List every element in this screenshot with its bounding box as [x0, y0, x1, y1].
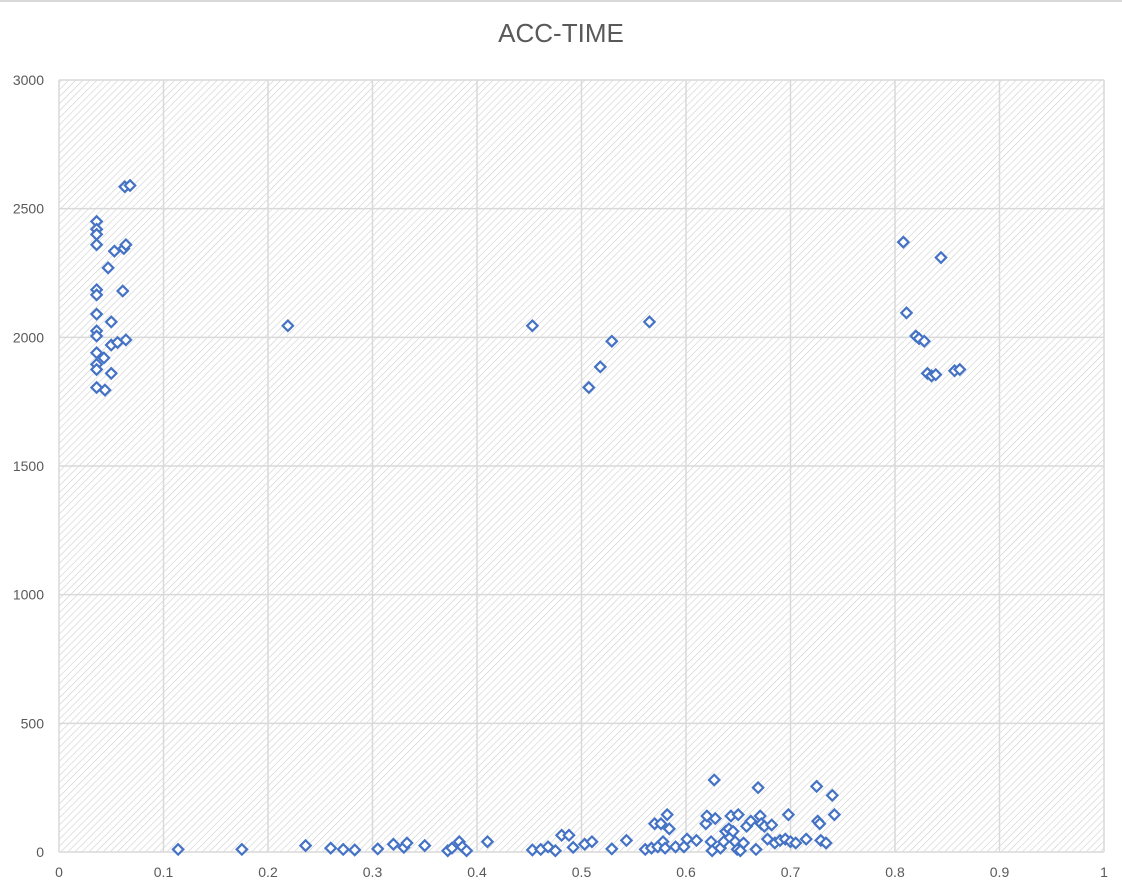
data-point	[89, 237, 104, 252]
y-tick-label: 0	[36, 844, 44, 860]
data-point	[480, 834, 495, 849]
data-point	[799, 832, 813, 846]
data-point	[98, 383, 112, 397]
x-tick-label: 0.3	[363, 864, 383, 880]
data-point	[585, 834, 599, 849]
data-point	[281, 318, 295, 333]
data-point	[336, 842, 350, 857]
data-point	[370, 842, 385, 856]
data-point	[660, 807, 674, 822]
data-point	[119, 333, 133, 347]
y-tick-label: 1500	[13, 458, 44, 474]
data-point	[788, 836, 803, 850]
data-point	[781, 807, 796, 822]
data-point	[605, 334, 619, 348]
data-point	[400, 836, 414, 850]
data-point	[928, 367, 943, 382]
data-point	[917, 334, 932, 348]
x-tick-label: 0.6	[676, 864, 696, 880]
data-point	[115, 284, 130, 298]
data-point	[97, 351, 111, 365]
x-tick-label: 0.1	[154, 864, 174, 880]
data-point	[101, 261, 115, 275]
data-point	[642, 315, 657, 329]
data-point	[566, 840, 580, 855]
x-tick-label: 0.7	[781, 864, 801, 880]
data-point	[680, 832, 694, 846]
data-point	[593, 360, 608, 374]
data-point	[716, 834, 731, 849]
data-point	[445, 841, 459, 855]
data-point	[525, 318, 540, 333]
data-point	[736, 836, 751, 850]
data-point	[89, 362, 104, 377]
data-point	[731, 807, 746, 822]
data-point	[699, 816, 713, 831]
x-tick-label: 0	[55, 864, 63, 880]
x-tick-label: 0.9	[990, 864, 1010, 880]
data-point	[809, 779, 824, 794]
gridlines	[58, 79, 1105, 853]
data-point	[827, 807, 842, 822]
data-point	[764, 818, 779, 832]
data-point	[707, 773, 721, 787]
data-point	[896, 235, 911, 249]
data-point	[417, 838, 432, 853]
data-point	[104, 366, 119, 381]
data-point	[658, 841, 672, 855]
data-point	[548, 843, 563, 858]
y-axis-tick-labels: 0 500 1000 1500 2000 2500 3000	[13, 72, 44, 860]
y-tick-label: 2000	[13, 329, 44, 345]
x-tick-label: 0.8	[885, 864, 905, 880]
data-point	[171, 842, 185, 857]
data-point	[700, 809, 714, 823]
x-tick-label: 0.5	[572, 864, 592, 880]
data-points	[89, 178, 967, 858]
data-point	[819, 836, 833, 850]
y-tick-label: 1000	[13, 587, 44, 603]
data-point	[323, 841, 338, 855]
data-point	[119, 237, 133, 252]
data-point	[582, 380, 596, 395]
data-point	[934, 250, 948, 265]
data-point	[605, 842, 619, 856]
data-point	[562, 828, 576, 843]
data-point	[744, 814, 758, 828]
data-point	[107, 244, 122, 258]
data-point	[89, 307, 104, 321]
x-tick-label: 0.2	[258, 864, 278, 880]
x-tick-label: 1	[1100, 864, 1108, 880]
data-point	[825, 788, 840, 803]
data-point	[953, 362, 967, 377]
data-point	[662, 822, 677, 836]
data-point	[89, 329, 104, 343]
data-point	[541, 840, 555, 854]
data-point	[104, 315, 119, 329]
data-point	[813, 816, 827, 831]
data-point	[347, 843, 362, 857]
data-point	[654, 816, 668, 831]
chart-title: ACC-TIME	[498, 18, 624, 48]
data-point	[708, 811, 723, 826]
data-point	[619, 833, 634, 848]
y-tick-label: 3000	[13, 72, 44, 88]
data-point	[123, 178, 137, 193]
data-point	[689, 833, 704, 848]
data-point	[751, 780, 765, 795]
data-point	[726, 824, 740, 839]
y-tick-label: 2500	[13, 201, 44, 217]
data-point	[386, 837, 401, 852]
x-tick-label: 0.4	[467, 864, 487, 880]
data-point	[749, 842, 763, 857]
data-point	[459, 843, 474, 858]
data-point	[89, 288, 104, 302]
data-point	[235, 842, 249, 857]
x-axis-tick-labels: 0 0.1 0.2 0.3 0.4 0.5 0.6 0.7 0.8 0.9 1	[55, 864, 1108, 880]
chart-frame-top-rule	[0, 0, 1122, 2]
data-point	[298, 838, 313, 853]
y-tick-label: 500	[21, 715, 45, 731]
data-point	[899, 306, 914, 320]
